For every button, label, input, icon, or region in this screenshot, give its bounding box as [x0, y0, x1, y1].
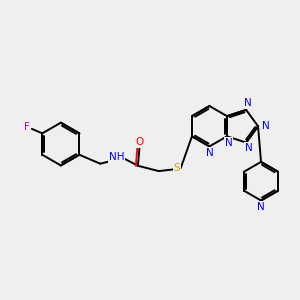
Text: O: O — [135, 137, 143, 147]
Text: NH: NH — [109, 152, 124, 162]
Text: F: F — [24, 122, 30, 132]
Text: N: N — [245, 143, 253, 153]
Text: S: S — [174, 163, 181, 173]
Text: N: N — [244, 98, 251, 108]
Text: N: N — [262, 121, 270, 131]
Text: N: N — [257, 202, 265, 212]
Text: N: N — [206, 148, 213, 158]
Text: N: N — [225, 138, 232, 148]
